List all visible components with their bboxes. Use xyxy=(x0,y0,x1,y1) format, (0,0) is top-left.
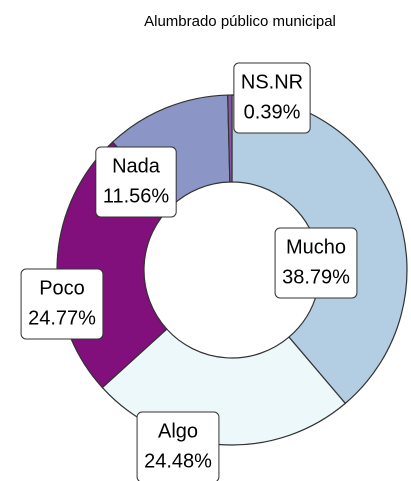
label-box xyxy=(95,146,177,218)
slice-label: Poco 24.77% xyxy=(20,268,104,340)
slice-label: NS.NR 0.39% xyxy=(233,62,311,134)
label-box xyxy=(136,411,220,481)
label-value: 24.48% xyxy=(144,450,212,472)
label-box xyxy=(20,268,104,340)
label-name: Poco xyxy=(39,277,85,299)
label-value: 38.79% xyxy=(282,266,350,288)
slice xyxy=(227,94,233,183)
slice-label: Nada 11.56% xyxy=(95,146,177,218)
slice-label: Algo 24.48% xyxy=(136,411,220,481)
label-name: Algo xyxy=(158,420,198,442)
label-box xyxy=(274,227,358,299)
label-value: 11.56% xyxy=(103,185,170,207)
label-name: NS.NR xyxy=(241,71,303,93)
label-name: Mucho xyxy=(286,236,346,258)
label-value: 0.39% xyxy=(244,101,301,123)
label-value: 24.77% xyxy=(28,307,96,329)
slice-label: Mucho 38.79% xyxy=(274,227,358,299)
label-name: Nada xyxy=(112,155,161,177)
label-box xyxy=(233,62,311,134)
chart-title: Alumbrado público municipal xyxy=(144,13,336,30)
